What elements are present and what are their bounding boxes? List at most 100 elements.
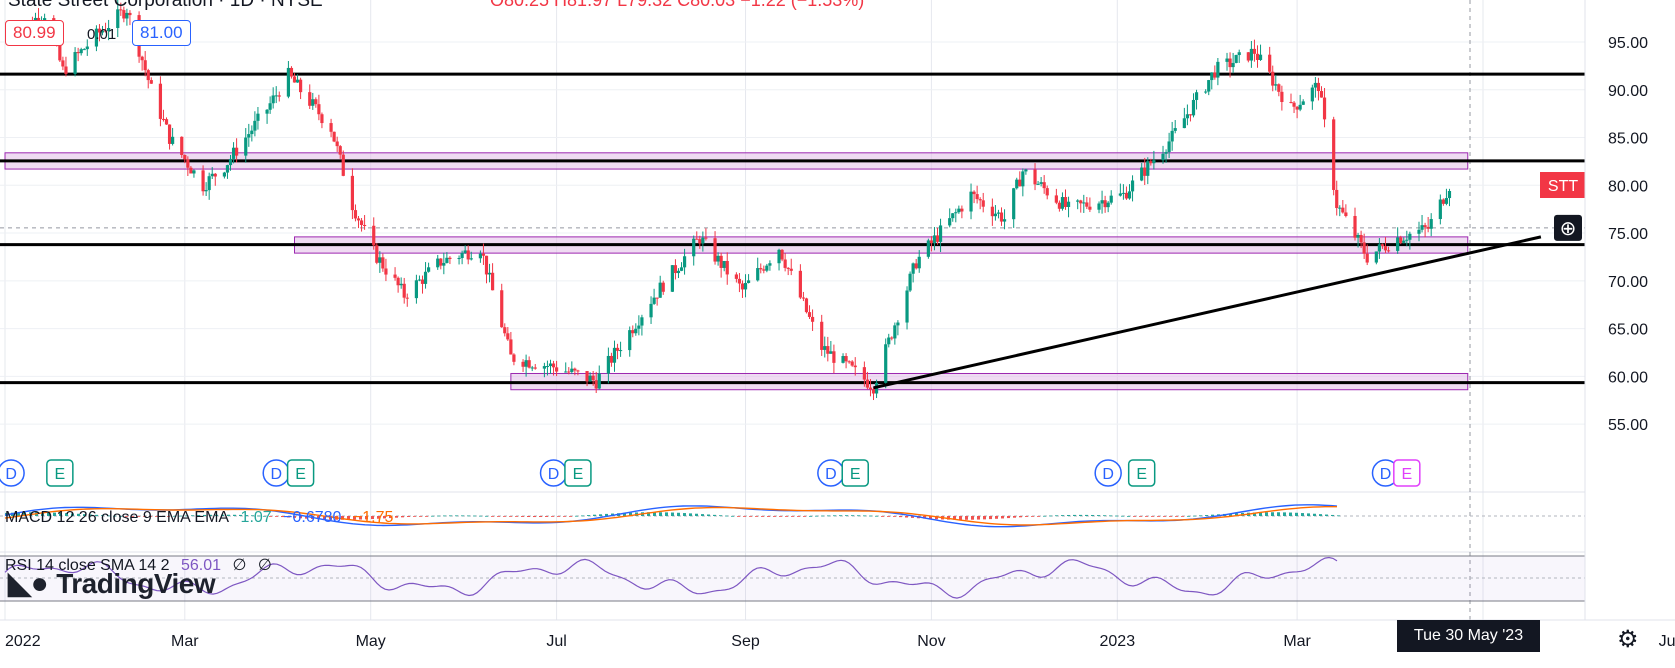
macd-histogram-bar bbox=[1325, 514, 1328, 516]
candle bbox=[832, 344, 836, 374]
earnings-marker[interactable] bbox=[1127, 459, 1156, 487]
macd-histogram-bar bbox=[401, 516, 404, 518]
add-alert-button[interactable] bbox=[1554, 214, 1582, 241]
candle bbox=[542, 362, 546, 378]
candle-body bbox=[1130, 180, 1135, 192]
candle bbox=[1228, 52, 1232, 78]
candle bbox=[201, 165, 205, 196]
candle bbox=[777, 248, 781, 271]
price-axis[interactable] bbox=[1585, 0, 1675, 663]
candle bbox=[143, 51, 147, 77]
candle-body bbox=[695, 238, 699, 240]
earnings-marker[interactable] bbox=[286, 459, 315, 487]
dividend-marker[interactable] bbox=[1094, 459, 1122, 487]
candle bbox=[213, 172, 217, 186]
macd-title: MACD 12 26 close 9 EMA EMA bbox=[5, 509, 230, 526]
candle bbox=[341, 150, 345, 177]
macd-histogram-bar bbox=[95, 514, 98, 516]
candle-body bbox=[649, 303, 653, 318]
rsi-legend[interactable]: RSI 14 close SMA 14 2 56.01 ∅ ∅ bbox=[5, 555, 279, 575]
candle-body bbox=[911, 263, 915, 274]
macd-histogram-bar bbox=[593, 514, 596, 516]
candle bbox=[1060, 192, 1065, 211]
candle bbox=[1402, 237, 1406, 244]
candle-body bbox=[509, 339, 513, 355]
symbol-title: State Street Corporation · 1D · NYSE bbox=[8, 0, 323, 11]
candle bbox=[79, 47, 83, 56]
candle bbox=[1033, 163, 1037, 191]
candle bbox=[737, 273, 742, 293]
candle-body bbox=[1161, 153, 1165, 161]
earnings-marker[interactable] bbox=[564, 459, 592, 487]
candle-body bbox=[116, 9, 120, 28]
macd-histogram-bar bbox=[227, 514, 230, 516]
candle bbox=[588, 372, 592, 382]
candle-body bbox=[341, 154, 345, 176]
candle-body bbox=[107, 27, 111, 32]
buy-price-button[interactable]: 81.00 bbox=[132, 20, 191, 46]
candle bbox=[1298, 94, 1302, 112]
candle-body bbox=[716, 255, 720, 262]
candle bbox=[908, 271, 912, 293]
candle bbox=[402, 277, 406, 304]
time-tick-label: Sep bbox=[731, 633, 760, 650]
candle-body bbox=[372, 225, 376, 246]
candle-body bbox=[972, 191, 976, 195]
candle-body bbox=[1210, 72, 1214, 81]
candle-body bbox=[1045, 188, 1049, 196]
candle bbox=[1341, 199, 1345, 214]
candle-body bbox=[314, 99, 318, 105]
candle-body bbox=[1365, 253, 1369, 263]
candle bbox=[73, 47, 77, 77]
earnings-marker[interactable] bbox=[46, 459, 74, 487]
candle-body bbox=[228, 158, 233, 166]
dividend-marker[interactable] bbox=[0, 459, 25, 487]
sell-price-button[interactable]: 80.99 bbox=[5, 20, 64, 46]
macd-histogram-bar bbox=[563, 516, 566, 517]
macd-histogram-bar bbox=[833, 515, 836, 517]
candle-body bbox=[1383, 246, 1388, 251]
time-axis[interactable] bbox=[0, 620, 1675, 663]
macd-histogram-bar bbox=[755, 516, 758, 517]
macd-legend[interactable]: MACD 12 26 close 9 EMA EMA 1.07 −0.6780 … bbox=[5, 509, 400, 527]
candle bbox=[292, 73, 297, 83]
candle-body bbox=[637, 325, 641, 329]
candle-body bbox=[308, 92, 312, 106]
candle bbox=[780, 249, 784, 262]
macd-histogram-bar bbox=[1139, 516, 1142, 517]
macd-histogram-bar bbox=[1007, 516, 1010, 519]
macd-histogram-bar bbox=[317, 516, 320, 520]
macd-histogram-bar bbox=[59, 512, 62, 516]
candle-body bbox=[1216, 61, 1220, 78]
candle-body bbox=[765, 265, 769, 271]
macd-histogram-bar bbox=[305, 516, 308, 519]
candle-body bbox=[1380, 244, 1385, 247]
gear-icon[interactable]: ⚙ bbox=[1617, 626, 1639, 653]
candle bbox=[1444, 188, 1449, 206]
trend-line[interactable] bbox=[873, 235, 1542, 390]
macd-histogram-bar bbox=[275, 516, 278, 517]
time-tick-label: 2022 bbox=[5, 633, 41, 650]
candle-body bbox=[533, 367, 537, 369]
earnings-marker[interactable] bbox=[1393, 459, 1421, 487]
candle-body bbox=[487, 272, 492, 275]
candle-body bbox=[951, 213, 955, 219]
candle-body bbox=[271, 95, 275, 104]
candle-body bbox=[768, 263, 772, 266]
candle bbox=[759, 263, 763, 274]
plus-icon[interactable]: ⊕ bbox=[1560, 218, 1577, 240]
macd-histogram-bar bbox=[1175, 516, 1178, 517]
candle-body bbox=[1441, 199, 1445, 204]
macd-histogram-bar bbox=[1289, 512, 1292, 516]
candle bbox=[1054, 188, 1058, 205]
candle-body bbox=[996, 212, 1001, 214]
macd-histogram-bar bbox=[203, 514, 206, 516]
macd-histogram-bar bbox=[1145, 516, 1148, 517]
macd-histogram-bar bbox=[845, 515, 848, 517]
earnings-marker[interactable] bbox=[841, 459, 869, 487]
candle-body bbox=[1182, 118, 1186, 129]
candle bbox=[289, 66, 294, 79]
macd-histogram-bar bbox=[1205, 515, 1208, 516]
